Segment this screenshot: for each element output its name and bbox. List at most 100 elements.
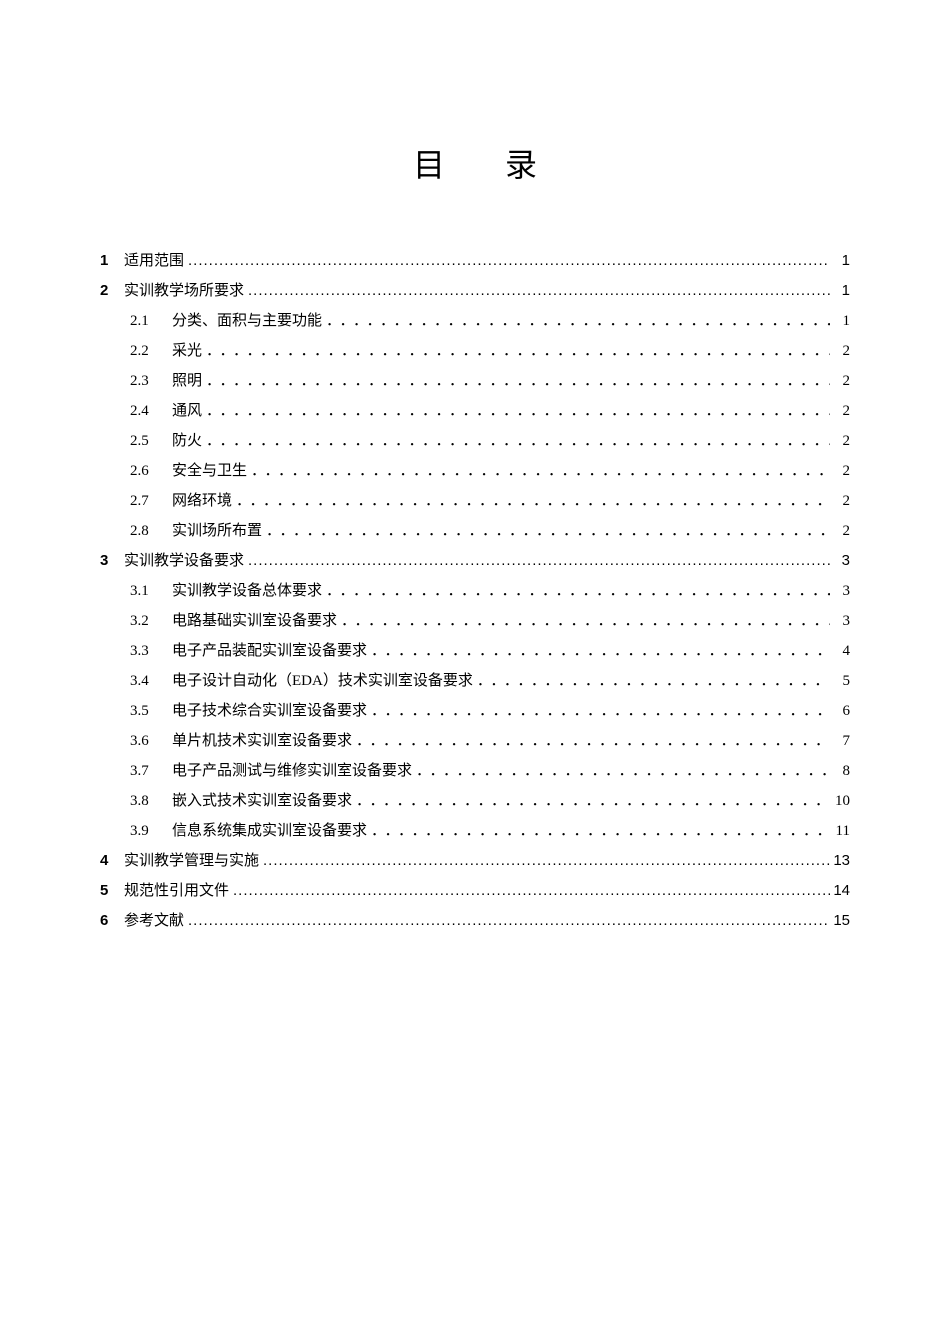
toc-entry: 1适用范围...................................…: [100, 246, 850, 276]
subsection-title: 安全与卫生: [172, 456, 247, 486]
subsection-number: 2.4: [130, 396, 172, 426]
subsection-number: 3.9: [130, 816, 172, 846]
subsection-title: 单片机技术实训室设备要求: [172, 726, 352, 756]
toc-entry: 2.5防火．．．．．．．．．．．．．．．．．．．．．．．．．．．．．．．．．．．…: [100, 426, 850, 456]
page-number: 1: [830, 276, 850, 306]
leader-dots: ．．．．．．．．．．．．．．．．．．．．．．．．．．．．．．．．．．．．．．．．…: [232, 486, 830, 516]
page-number: 2: [830, 456, 850, 486]
toc-entry: 2.4通风．．．．．．．．．．．．．．．．．．．．．．．．．．．．．．．．．．．…: [100, 396, 850, 426]
subsection-title: 实训教学设备总体要求: [172, 576, 322, 606]
leader-dots: ........................................…: [244, 546, 830, 576]
subsection-number: 2.3: [130, 366, 172, 396]
page-number: 4: [830, 636, 850, 666]
subsection-number: 3.6: [130, 726, 172, 756]
section-title: 实训教学设备要求: [124, 546, 244, 576]
page-number: 2: [830, 516, 850, 546]
subsection-number: 2.1: [130, 306, 172, 336]
subsection-title: 电子产品装配实训室设备要求: [172, 636, 367, 666]
leader-dots: ．．．．．．．．．．．．．．．．．．．．．．．．．．．．．．．．．．．．．．．．…: [352, 786, 830, 816]
leader-dots: ........................................…: [259, 846, 830, 876]
subsection-title: 电子产品测试与维修实训室设备要求: [172, 756, 412, 786]
subsection-number: 2.7: [130, 486, 172, 516]
section-title: 规范性引用文件: [124, 876, 229, 906]
section-title: 实训教学场所要求: [124, 276, 244, 306]
page-number: 1: [830, 306, 850, 336]
subsection-number: 3.2: [130, 606, 172, 636]
page-number: 2: [830, 486, 850, 516]
page-number: 14: [830, 876, 850, 906]
leader-dots: ．．．．．．．．．．．．．．．．．．．．．．．．．．．．．．．．．．．．．．．．…: [367, 696, 830, 726]
toc-entry: 3实训教学设备要求...............................…: [100, 546, 850, 576]
toc-entry: 5规范性引用文件................................…: [100, 876, 850, 906]
leader-dots: ．．．．．．．．．．．．．．．．．．．．．．．．．．．．．．．．．．．．．．．．…: [202, 396, 830, 426]
toc-entry: 3.9信息系统集成实训室设备要求．．．．．．．．．．．．．．．．．．．．．．．．…: [100, 816, 850, 846]
subsection-title: 实训场所布置: [172, 516, 262, 546]
page-number: 2: [830, 426, 850, 456]
leader-dots: ．．．．．．．．．．．．．．．．．．．．．．．．．．．．．．．．．．．．．．．．…: [262, 516, 830, 546]
toc-entry: 2实训教学场所要求...............................…: [100, 276, 850, 306]
leader-dots: ．．．．．．．．．．．．．．．．．．．．．．．．．．．．．．．．．．．．．．．．…: [367, 636, 830, 666]
section-number: 6: [100, 906, 124, 936]
page-number: 10: [830, 786, 850, 816]
leader-dots: ．．．．．．．．．．．．．．．．．．．．．．．．．．．．．．．．．．．．．．．．…: [473, 666, 830, 696]
page-number: 3: [830, 576, 850, 606]
leader-dots: ．．．．．．．．．．．．．．．．．．．．．．．．．．．．．．．．．．．．．．．．…: [247, 456, 830, 486]
leader-dots: ．．．．．．．．．．．．．．．．．．．．．．．．．．．．．．．．．．．．．．．．…: [367, 816, 830, 846]
page-number: 2: [830, 396, 850, 426]
subsection-title: 分类、面积与主要功能: [172, 306, 322, 336]
section-number: 3: [100, 546, 124, 576]
leader-dots: ．．．．．．．．．．．．．．．．．．．．．．．．．．．．．．．．．．．．．．．．…: [202, 336, 830, 366]
toc-entry: 3.6单片机技术实训室设备要求．．．．．．．．．．．．．．．．．．．．．．．．．…: [100, 726, 850, 756]
toc-entry: 3.7电子产品测试与维修实训室设备要求．．．．．．．．．．．．．．．．．．．．．…: [100, 756, 850, 786]
subsection-number: 3.3: [130, 636, 172, 666]
toc-entry: 3.2电路基础实训室设备要求．．．．．．．．．．．．．．．．．．．．．．．．．．…: [100, 606, 850, 636]
leader-dots: ........................................…: [229, 876, 830, 906]
section-title: 参考文献: [124, 906, 184, 936]
subsection-title: 防火: [172, 426, 202, 456]
section-number: 5: [100, 876, 124, 906]
toc-entry: 2.6安全与卫生．．．．．．．．．．．．．．．．．．．．．．．．．．．．．．．．…: [100, 456, 850, 486]
page-number: 2: [830, 366, 850, 396]
leader-dots: ．．．．．．．．．．．．．．．．．．．．．．．．．．．．．．．．．．．．．．．．…: [352, 726, 830, 756]
toc-entry: 2.2采光．．．．．．．．．．．．．．．．．．．．．．．．．．．．．．．．．．．…: [100, 336, 850, 366]
subsection-number: 2.2: [130, 336, 172, 366]
subsection-title: 电路基础实训室设备要求: [172, 606, 337, 636]
leader-dots: ．．．．．．．．．．．．．．．．．．．．．．．．．．．．．．．．．．．．．．．．…: [337, 606, 830, 636]
leader-dots: ．．．．．．．．．．．．．．．．．．．．．．．．．．．．．．．．．．．．．．．．…: [322, 306, 830, 336]
toc-entry: 4实训教学管理与实施..............................…: [100, 846, 850, 876]
subsection-title: 嵌入式技术实训室设备要求: [172, 786, 352, 816]
subsection-number: 3.4: [130, 666, 172, 696]
page-number: 13: [830, 846, 850, 876]
subsection-number: 3.7: [130, 756, 172, 786]
page-number: 2: [830, 336, 850, 366]
page-number: 3: [830, 546, 850, 576]
toc-entry: 3.4电子设计自动化（EDA）技术实训室设备要求．．．．．．．．．．．．．．．．…: [100, 666, 850, 696]
section-number: 1: [100, 246, 124, 276]
section-title: 实训教学管理与实施: [124, 846, 259, 876]
toc-entry: 2.1分类、面积与主要功能．．．．．．．．．．．．．．．．．．．．．．．．．．．…: [100, 306, 850, 336]
page-number: 11: [830, 816, 850, 846]
subsection-number: 3.1: [130, 576, 172, 606]
toc-entry: 3.1实训教学设备总体要求．．．．．．．．．．．．．．．．．．．．．．．．．．．…: [100, 576, 850, 606]
subsection-title: 电子技术综合实训室设备要求: [172, 696, 367, 726]
page-number: 6: [830, 696, 850, 726]
page-number: 5: [830, 666, 850, 696]
subsection-title: 网络环境: [172, 486, 232, 516]
leader-dots: ．．．．．．．．．．．．．．．．．．．．．．．．．．．．．．．．．．．．．．．．…: [322, 576, 830, 606]
toc-entry: 2.7网络环境．．．．．．．．．．．．．．．．．．．．．．．．．．．．．．．．．…: [100, 486, 850, 516]
toc-entry: 3.3电子产品装配实训室设备要求．．．．．．．．．．．．．．．．．．．．．．．．…: [100, 636, 850, 666]
page-number: 8: [830, 756, 850, 786]
toc-entry: 2.8实训场所布置．．．．．．．．．．．．．．．．．．．．．．．．．．．．．．．…: [100, 516, 850, 546]
page-number: 15: [830, 906, 850, 936]
subsection-title: 照明: [172, 366, 202, 396]
subsection-number: 3.8: [130, 786, 172, 816]
leader-dots: ........................................…: [184, 906, 830, 936]
table-of-contents: 1适用范围...................................…: [100, 246, 850, 936]
subsection-number: 2.6: [130, 456, 172, 486]
leader-dots: ．．．．．．．．．．．．．．．．．．．．．．．．．．．．．．．．．．．．．．．．…: [202, 366, 830, 396]
section-title: 适用范围: [124, 246, 184, 276]
leader-dots: ．．．．．．．．．．．．．．．．．．．．．．．．．．．．．．．．．．．．．．．．…: [202, 426, 830, 456]
section-number: 2: [100, 276, 124, 306]
subsection-number: 2.5: [130, 426, 172, 456]
leader-dots: ........................................…: [184, 246, 830, 276]
